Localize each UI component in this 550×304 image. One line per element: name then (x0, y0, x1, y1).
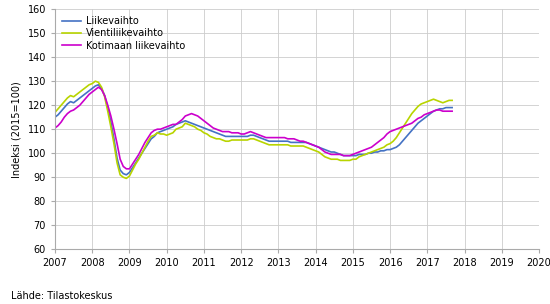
Liikevaihto (70, 101, 77, 105)
Kotimaan liikevaihto (371, 143, 378, 147)
Vientiliikevaihto (123, 177, 130, 180)
Vientiliikevaihto (449, 98, 455, 102)
Y-axis label: Indeksi (2015=100): Indeksi (2015=100) (12, 81, 22, 178)
Text: Lähde: Tilastokeskus: Lähde: Tilastokeskus (11, 291, 112, 301)
Liikevaihto (167, 126, 173, 130)
Kotimaan liikevaihto (405, 123, 412, 126)
Vientiliikevaihto (167, 132, 173, 136)
Liikevaihto (266, 140, 272, 143)
Vientiliikevaihto (294, 144, 300, 148)
Kotimaan liikevaihto (123, 167, 130, 171)
Line: Liikevaihto: Liikevaihto (55, 85, 452, 175)
Vientiliikevaihto (92, 79, 98, 83)
Vientiliikevaihto (266, 143, 272, 147)
Kotimaan liikevaihto (449, 109, 455, 113)
Kotimaan liikevaihto (266, 136, 272, 140)
Liikevaihto (371, 150, 378, 154)
Vientiliikevaihto (70, 95, 77, 98)
Liikevaihto (52, 116, 58, 119)
Liikevaihto (95, 83, 102, 87)
Vientiliikevaihto (52, 111, 58, 114)
Line: Kotimaan liikevaihto: Kotimaan liikevaihto (55, 87, 452, 169)
Kotimaan liikevaihto (52, 126, 58, 130)
Liikevaihto (294, 140, 300, 144)
Liikevaihto (123, 173, 130, 177)
Vientiliikevaihto (371, 149, 378, 153)
Kotimaan liikevaihto (167, 124, 173, 127)
Kotimaan liikevaihto (95, 85, 102, 89)
Kotimaan liikevaihto (70, 108, 77, 112)
Legend: Liikevaihto, Vientiliikevaihto, Kotimaan liikevaihto: Liikevaihto, Vientiliikevaihto, Kotimaan… (60, 14, 188, 53)
Vientiliikevaihto (405, 116, 412, 120)
Liikevaihto (405, 132, 412, 136)
Kotimaan liikevaihto (294, 138, 300, 142)
Line: Vientiliikevaihto: Vientiliikevaihto (55, 81, 452, 178)
Liikevaihto (449, 106, 455, 109)
